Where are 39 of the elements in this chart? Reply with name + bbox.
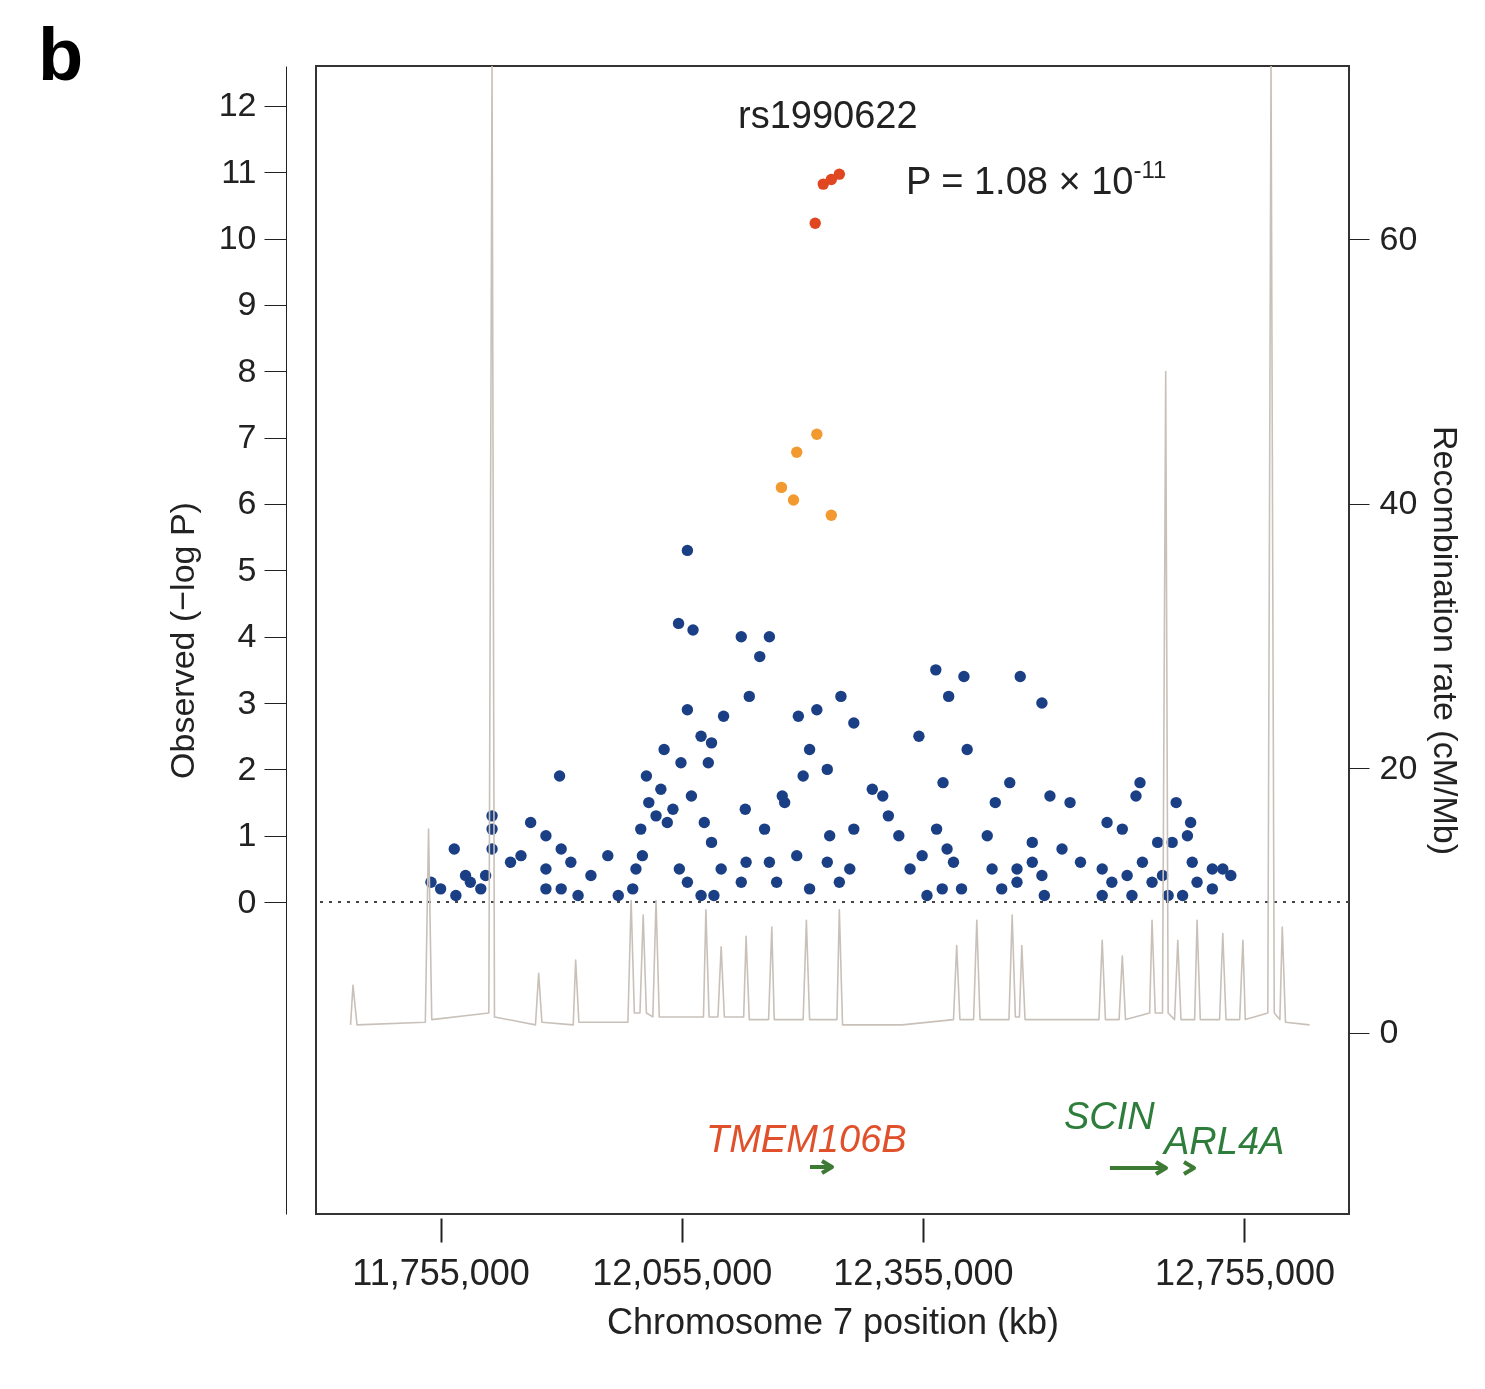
point — [775, 481, 788, 494]
annotation: rs1990622 — [738, 94, 918, 136]
y2-tick-label: 0 — [1379, 1012, 1399, 1051]
x-tick-label: 12,755,000 — [1154, 1251, 1336, 1293]
y-tick-label: 3 — [237, 682, 257, 721]
y-tick-label: 11 — [221, 151, 257, 190]
y-tick-label: 5 — [237, 549, 257, 588]
y2-tick-label: 20 — [1379, 747, 1418, 786]
y-tick-label: 0 — [237, 881, 257, 920]
y-tick-label: 9 — [237, 284, 257, 323]
annotation: SCIN — [1064, 1095, 1155, 1137]
y-tick-label: 8 — [237, 350, 257, 389]
text: b — [38, 13, 84, 96]
point — [809, 217, 821, 229]
point — [787, 494, 800, 506]
y-tick-label: 4 — [237, 616, 257, 655]
annotation: TMEM106B — [706, 1118, 907, 1160]
line-series — [349, 66, 1311, 1026]
point — [811, 428, 823, 440]
y-tick-label: 10 — [218, 218, 257, 257]
annotation: ARL4A — [1164, 1120, 1285, 1162]
y-tick-label: 1 — [237, 815, 257, 854]
y2-tick-label: 40 — [1379, 483, 1418, 522]
point — [791, 446, 803, 458]
point — [833, 168, 846, 180]
y-tick-label: 6 — [237, 483, 257, 522]
point — [825, 509, 837, 521]
y2-tick-label: 60 — [1379, 218, 1418, 257]
y2-axis-title: Recombination rate (cM/Mb) — [1427, 426, 1466, 855]
x-tick-label: 12,355,000 — [833, 1251, 1014, 1293]
x-tick-label: 11,755,000 — [352, 1251, 530, 1293]
y-tick-label: 12 — [218, 85, 257, 124]
point — [825, 173, 837, 186]
x-axis-title: Chromosome 7 position (kb) — [606, 1300, 1060, 1342]
y-tick-label: 2 — [237, 748, 257, 787]
annotation: P = 1.08 × 10$^{-11}$ — [906, 156, 1167, 202]
y-axis-title: Observed (−log P) — [162, 502, 201, 779]
y-tick-label: 7 — [237, 417, 257, 456]
x-tick-label: 12,055,000 — [592, 1251, 773, 1293]
